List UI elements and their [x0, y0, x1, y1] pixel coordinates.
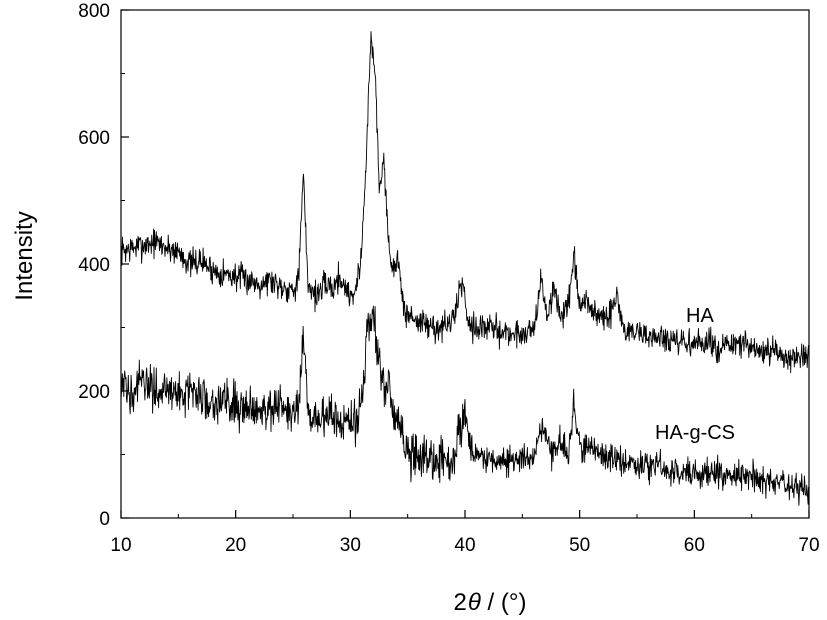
y-tick-label: 200 [78, 382, 110, 403]
x-tick-label: 50 [569, 535, 590, 556]
x-axis-ticks: 10 20 30 40 50 60 70 [110, 510, 820, 556]
x-tick-label: 70 [798, 535, 819, 556]
x-tick-label: 30 [340, 535, 361, 556]
x-axis-title-prefix: 2 [454, 589, 467, 616]
x-tick-label: 20 [225, 535, 246, 556]
series-layer [120, 31, 810, 506]
y-tick-label: 600 [78, 128, 110, 149]
y-axis-ticks: 0 200 400 600 800 [78, 1, 129, 530]
series-line-ha [120, 31, 810, 374]
y-tick-label: 800 [78, 1, 110, 22]
x-axis-title-suffix: / (°) [481, 589, 527, 616]
x-tick-label: 10 [110, 535, 131, 556]
y-tick-label: 400 [78, 255, 110, 276]
series-line-ha-g-cs [120, 305, 810, 506]
x-axis-title-symbol: θ [468, 589, 481, 616]
y-axis-title: Intensity [11, 211, 38, 300]
series-label-ha: HA [686, 305, 714, 327]
series-label-ha-g-cs: HA-g-CS [655, 422, 735, 444]
x-tick-label: 40 [454, 535, 475, 556]
x-axis-title: 2θ / (°) [454, 589, 527, 616]
x-tick-label: 60 [684, 535, 705, 556]
y-tick-label: 0 [99, 509, 110, 530]
